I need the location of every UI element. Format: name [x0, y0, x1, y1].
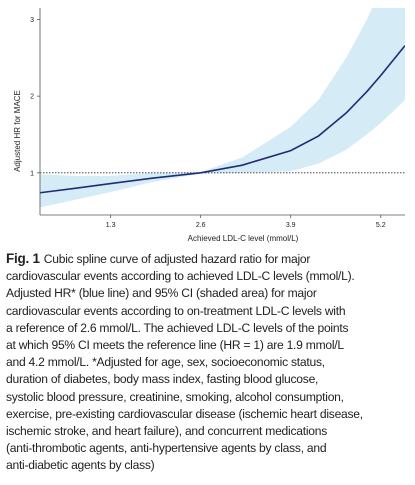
x-tick-label: 1.3 [106, 222, 116, 229]
caption-text: a reference of 2.6 mmol/L. The achieved … [6, 320, 349, 335]
caption-text: ischemic stroke, and heart failure), and… [6, 424, 328, 439]
caption-line: cardiovascular events according to achie… [6, 268, 411, 285]
x-tick-label: 3.9 [286, 222, 296, 229]
caption-text: exercise, pre-existing cardiovascular di… [6, 406, 363, 421]
y-tick-label: 2 [30, 94, 34, 101]
plot-area [40, 8, 405, 208]
caption-text: (anti-thrombotic agents, anti-hypertensi… [6, 441, 327, 456]
x-tick-label: 5.2 [376, 222, 386, 229]
caption-line: systolic blood pressure, creatinine, smo… [6, 389, 411, 406]
caption-line: (anti-thrombotic agents, anti-hypertensi… [6, 440, 411, 457]
caption-text: anti-diabetic agents by class) [6, 458, 155, 473]
hr-line [40, 45, 405, 194]
caption-line: anti-diabetic agents by class) [6, 457, 411, 474]
chart: Adjusted HR for MACE Achieved LDL-C leve… [13, 8, 405, 243]
caption-line: Adjusted HR* (blue line) and 95% CI (sha… [6, 285, 411, 302]
caption-line: at which 95% CI meets the reference line… [6, 337, 411, 354]
confidence-band [40, 8, 405, 208]
caption-line: a reference of 2.6 mmol/L. The achieved … [6, 320, 411, 337]
y-tick-label: 3 [30, 17, 34, 24]
caption-text: and 4.2 mmol/L. *Adjusted for age, sex, … [6, 355, 325, 370]
caption-text: at which 95% CI meets the reference line… [6, 338, 344, 353]
y-axis-title: Adjusted HR for MACE [13, 90, 22, 172]
caption-line: cardiovascular events according to on-tr… [6, 303, 411, 320]
caption-line: ischemic stroke, and heart failure), and… [6, 423, 411, 440]
y-tick-label: 1 [30, 170, 34, 177]
x-tick-label: 2.6 [196, 222, 206, 229]
figure-label: Fig. 1 [6, 251, 40, 266]
caption-line: exercise, pre-existing cardiovascular di… [6, 406, 411, 423]
caption-line: and 4.2 mmol/L. *Adjusted for age, sex, … [6, 354, 411, 371]
caption-text: Adjusted HR* (blue line) and 95% CI (sha… [6, 286, 317, 301]
caption-line: duration of diabetes, body mass index, f… [6, 371, 411, 388]
caption-text: systolic blood pressure, creatinine, smo… [6, 389, 344, 404]
caption: Fig. 1 Cubic spline curve of adjusted haz… [6, 250, 411, 475]
caption-text: Cubic spline curve of adjusted hazard ra… [43, 252, 311, 266]
x-axis-title: Achieved LDL-C level (mmol/L) [188, 234, 299, 243]
caption-line: Fig. 1 Cubic spline curve of adjusted haz… [6, 250, 411, 268]
caption-text: cardiovascular events according to achie… [6, 269, 355, 284]
caption-text: duration of diabetes, body mass index, f… [6, 372, 319, 387]
caption-text: cardiovascular events according to on-tr… [6, 303, 346, 318]
